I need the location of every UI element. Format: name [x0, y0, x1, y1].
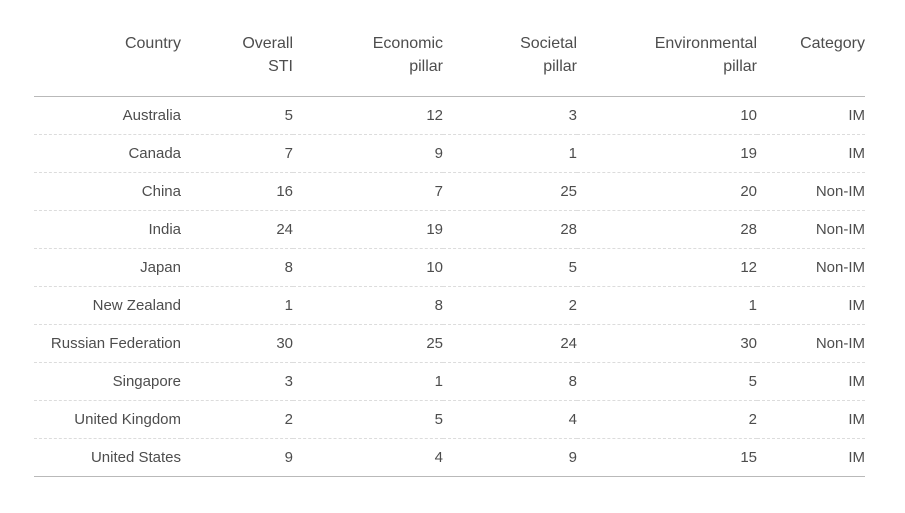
- table-row-russian-federation: Russian Federation 30 25 24 30 Non-IM: [34, 323, 865, 362]
- cell-category: IM: [757, 361, 865, 400]
- column-header-category: Category: [757, 28, 865, 97]
- cell-environmental-pillar: 2: [577, 399, 757, 438]
- cell-environmental-pillar: 28: [577, 209, 757, 248]
- cell-category: Non-IM: [757, 209, 865, 248]
- cell-country: India: [34, 209, 181, 248]
- cell-overall-sti: 24: [181, 209, 293, 248]
- cell-societal-pillar: 4: [443, 399, 577, 438]
- cell-overall-sti: 16: [181, 171, 293, 210]
- cell-overall-sti: 7: [181, 133, 293, 172]
- cell-societal-pillar: 9: [443, 437, 577, 477]
- table-row-china: China 16 7 25 20 Non-IM: [34, 171, 865, 210]
- table-row-canada: Canada 7 9 1 19 IM: [34, 133, 865, 172]
- table-row-united-states: United States 9 4 9 15 IM: [34, 437, 865, 477]
- cell-societal-pillar: 24: [443, 323, 577, 362]
- cell-societal-pillar: 28: [443, 209, 577, 248]
- cell-overall-sti: 2: [181, 399, 293, 438]
- table-row-united-kingdom: United Kingdom 2 5 4 2 IM: [34, 399, 865, 438]
- cell-category: IM: [848, 106, 865, 124]
- column-header-societal-pillar: Societal pillar: [443, 28, 577, 97]
- column-header-economic-pillar: Economic pillar: [293, 28, 443, 97]
- cell-societal-pillar: 1: [443, 133, 577, 172]
- cell-country: Russian Federation: [34, 323, 181, 362]
- cell-environmental-pillar: 19: [577, 133, 757, 172]
- cell-overall-sti: 8: [181, 247, 293, 286]
- cell-country: United Kingdom: [34, 399, 181, 438]
- cell-category: Non-IM: [757, 323, 865, 362]
- cell-country: Australia: [122, 106, 181, 124]
- cell-economic-pillar: 10: [293, 247, 443, 286]
- cell-economic-pillar: 4: [293, 437, 443, 477]
- cell-societal-pillar: 25: [443, 171, 577, 210]
- cell-economic-pillar: 8: [293, 285, 443, 324]
- cell-overall-sti: 3: [181, 361, 293, 400]
- cell-country: China: [34, 171, 181, 210]
- cell-category: Non-IM: [757, 247, 865, 286]
- cell-economic-pillar: 12: [426, 106, 443, 124]
- cell-category: Non-IM: [757, 171, 865, 210]
- cell-category: IM: [757, 285, 865, 324]
- column-header-overall-sti: Overall STI: [181, 28, 293, 97]
- cell-overall-sti: 5: [284, 106, 293, 124]
- cell-environmental-pillar: 12: [577, 247, 757, 286]
- cell-overall-sti: 9: [181, 437, 293, 477]
- cell-societal-pillar: 3: [568, 106, 577, 124]
- column-header-environmental-pillar: Environmental pillar: [577, 28, 757, 97]
- cell-country: Canada: [34, 133, 181, 172]
- cell-country: Singapore: [34, 361, 181, 400]
- sti-rankings-table-container: Country Overall STI Economic pillar Soci…: [34, 28, 865, 477]
- table-row-australia: Australia 5 12 3 10 IM: [34, 96, 865, 134]
- cell-economic-pillar: 7: [293, 171, 443, 210]
- cell-country: Japan: [34, 247, 181, 286]
- cell-economic-pillar: 19: [293, 209, 443, 248]
- cell-overall-sti: 30: [181, 323, 293, 362]
- table-row-new-zealand: New Zealand 1 8 2 1 IM: [34, 285, 865, 324]
- table-row-india: India 24 19 28 28 Non-IM: [34, 209, 865, 248]
- sti-rankings-table: Country Overall STI Economic pillar Soci…: [34, 28, 865, 477]
- cell-environmental-pillar: 15: [577, 437, 757, 477]
- cell-category: IM: [757, 437, 865, 477]
- cell-environmental-pillar: 1: [577, 285, 757, 324]
- cell-country: United States: [34, 437, 181, 477]
- cell-societal-pillar: 8: [443, 361, 577, 400]
- cell-environmental-pillar: 10: [740, 106, 757, 124]
- cell-environmental-pillar: 20: [577, 171, 757, 210]
- cell-economic-pillar: 9: [293, 133, 443, 172]
- cell-economic-pillar: 25: [293, 323, 443, 362]
- table-row-singapore: Singapore 3 1 8 5 IM: [34, 361, 865, 400]
- cell-country: New Zealand: [34, 285, 181, 324]
- cell-overall-sti: 1: [181, 285, 293, 324]
- cell-environmental-pillar: 5: [577, 361, 757, 400]
- cell-societal-pillar: 5: [443, 247, 577, 286]
- table-header-row: Country Overall STI Economic pillar Soci…: [34, 28, 865, 97]
- cell-category: IM: [757, 399, 865, 438]
- cell-economic-pillar: 1: [293, 361, 443, 400]
- table-row-japan: Japan 8 10 5 12 Non-IM: [34, 247, 865, 286]
- cell-societal-pillar: 2: [443, 285, 577, 324]
- cell-environmental-pillar: 30: [577, 323, 757, 362]
- cell-category: IM: [757, 133, 865, 172]
- cell-economic-pillar: 5: [293, 399, 443, 438]
- column-header-country: Country: [34, 28, 181, 97]
